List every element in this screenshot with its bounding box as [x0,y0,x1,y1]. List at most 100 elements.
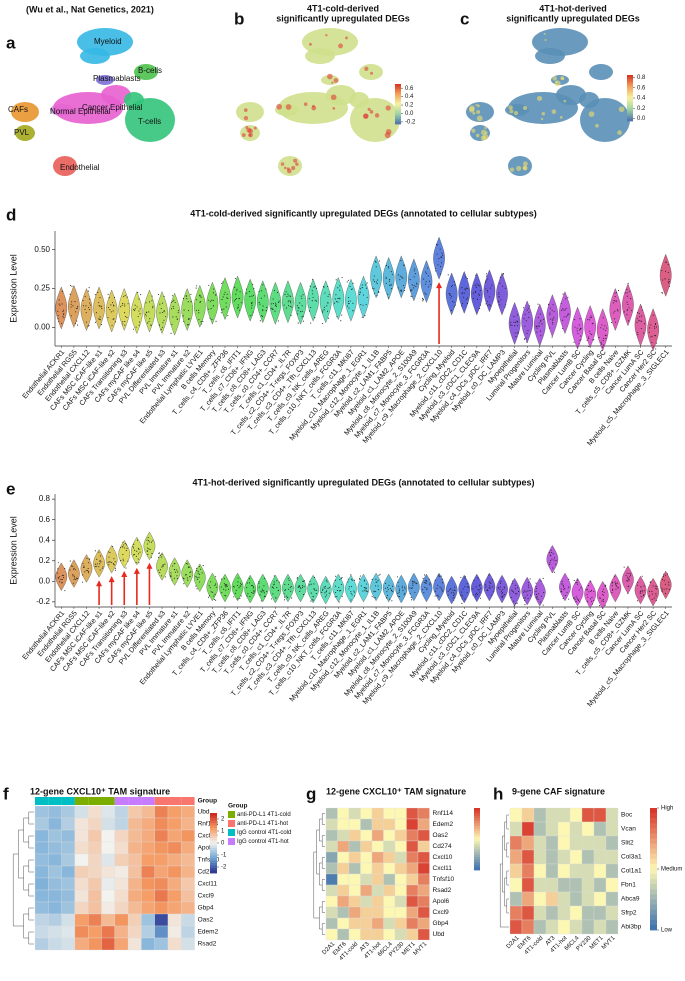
jitter-dot [538,322,540,324]
colorbar-slice [210,870,217,874]
jitter-dot [258,290,260,293]
jitter-dot [75,322,77,324]
colorbar-slice [210,813,217,816]
jitter-dot [466,591,468,593]
jitter-dot [402,277,404,279]
colorbar-slice [627,113,633,116]
jitter-dot [148,541,150,543]
jitter-dot [552,567,554,569]
heatmap-cell [509,905,523,921]
jitter-dot [378,291,380,294]
legend-swatch [228,838,235,845]
jitter-dot [528,311,530,313]
heatmap-cell [394,840,407,853]
jitter-dot [652,585,654,587]
jitter-dot [454,597,456,599]
violin [219,573,231,603]
jitter-dot [400,289,402,291]
jitter-dot [461,598,463,600]
jitter-dot [363,587,365,589]
row-label: Col3a1 [621,854,642,861]
jitter-dot [338,297,340,299]
jitter-dot [314,299,316,301]
violin [496,574,508,604]
jitter-dot [397,592,399,594]
expression-spot [303,102,308,106]
heatmap-cell [557,821,571,837]
jitter-dot [251,295,253,297]
jitter-dot [465,298,467,301]
heatmap-cell [34,877,49,891]
dendrogram [321,923,325,935]
jitter-dot [183,583,185,585]
jitter-dot [352,302,354,304]
dendrogram [23,865,29,891]
jitter-dot [627,592,629,594]
jitter-dot [260,297,262,299]
dendrogram [506,814,509,830]
jitter-dot [146,539,148,541]
jitter-dot [586,339,588,341]
jitter-dot [648,331,650,333]
colorbar-slice [210,865,217,869]
colorbar-slice [395,105,401,108]
jitter-dot [61,303,63,305]
jitter-dot [226,297,228,299]
dendrogram [28,931,34,945]
colorbar-slice [650,919,657,926]
jitter-dot [567,313,569,315]
jitter-dot [611,592,613,594]
heatmap-cell [383,895,396,908]
jitter-dot [604,586,606,588]
jitter-dot [57,315,59,317]
jitter-dot [578,589,580,591]
violin [584,305,596,348]
jitter-dot [414,591,416,593]
jitter-dot [390,271,392,273]
jitter-dot [302,294,304,296]
violin [634,303,647,347]
jitter-dot [70,565,73,567]
jitter-dot [526,309,528,311]
heatmap-cell [61,865,76,879]
jitter-dot [199,573,201,575]
jitter-dot [124,294,126,296]
jitter-dot [562,327,564,329]
jitter-dot [441,254,444,256]
expression-spot [330,94,337,101]
jitter-dot [486,300,488,302]
arrow-head [121,570,128,577]
cluster-cells [535,48,565,64]
jitter-dot [390,288,392,290]
expression-spot [476,104,480,108]
heatmap-cell [34,925,49,939]
jitter-dot [490,287,492,289]
jitter-dot [173,307,175,309]
jitter-dot [302,320,304,322]
heatmap-cell [325,818,338,831]
jitter-dot [553,559,555,561]
heatmap-cell [509,807,523,823]
heatmap-cell [383,884,396,897]
row-label: Abi3bp [621,924,642,931]
heatmap-cell [417,829,430,842]
heatmap-cell [88,841,102,855]
jitter-dot [258,586,260,588]
jitter-dot [626,580,628,582]
jitter-dot [248,578,251,580]
jitter-dot [438,574,440,576]
heatmap-cell [181,901,195,915]
jitter-dot [108,556,110,558]
jitter-dot [175,316,177,318]
jitter-dot [588,336,590,338]
jitter-dot [262,305,264,307]
jitter-dot [627,577,629,579]
jitter-dot [537,316,539,318]
jitter-dot [511,589,513,591]
heatmap-cell [181,865,195,879]
jitter-dot [88,324,90,326]
colorbar-slice [474,841,480,845]
cluster-cells [305,48,335,64]
jitter-dot [189,318,191,320]
jitter-dot [385,587,387,589]
